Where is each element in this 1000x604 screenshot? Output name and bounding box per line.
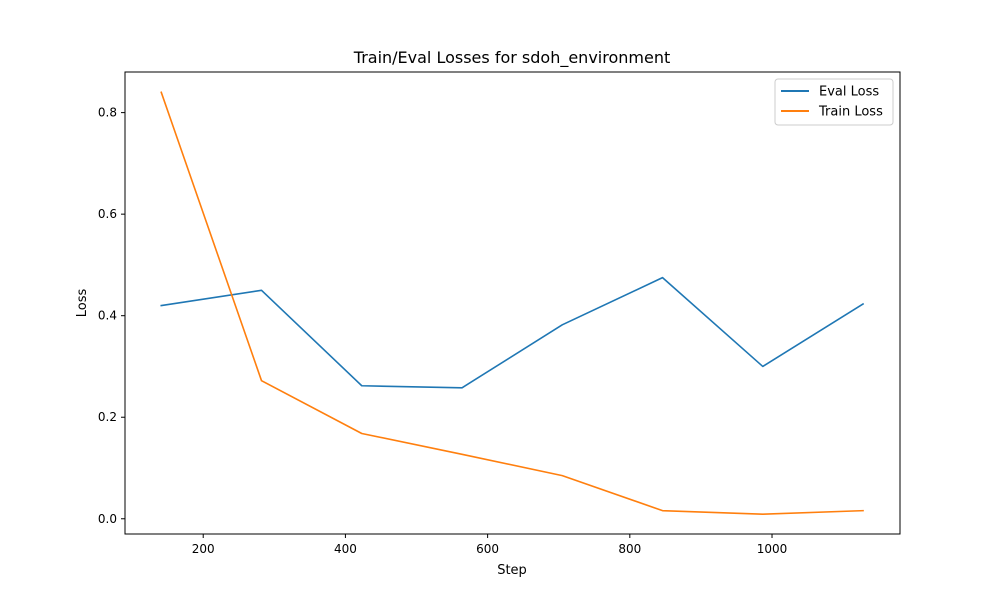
series-line-train-loss bbox=[160, 91, 864, 516]
legend-label-train-loss: Train Loss bbox=[818, 105, 883, 120]
legend-label-eval-loss: Eval Loss bbox=[819, 85, 879, 100]
y-tick-label: 0.0 bbox=[98, 512, 117, 526]
x-tick-label: 400 bbox=[334, 542, 357, 556]
y-tick-label: 0.8 bbox=[98, 106, 117, 120]
x-tick-label: 200 bbox=[192, 542, 215, 556]
y-tick-label: 0.6 bbox=[98, 207, 117, 221]
x-axis-label: Step bbox=[497, 563, 527, 578]
plot-area-frame bbox=[124, 71, 901, 535]
chart-title: Train/Eval Losses for sdoh_environment bbox=[353, 48, 670, 68]
x-axis-ticks: 200 400 600 800 1000 bbox=[192, 534, 788, 556]
y-tick-label: 0.4 bbox=[98, 309, 117, 323]
y-axis-ticks: 0.0 0.2 0.4 0.6 0.8 bbox=[98, 106, 125, 526]
y-axis-label: Loss bbox=[75, 289, 90, 318]
legend: Eval Loss Train Loss bbox=[774, 78, 894, 126]
y-tick-label: 0.2 bbox=[98, 410, 117, 424]
x-tick-label: 800 bbox=[618, 542, 641, 556]
x-tick-label: 1000 bbox=[757, 542, 788, 556]
series-line-eval-loss bbox=[160, 276, 865, 389]
x-tick-label: 600 bbox=[476, 542, 499, 556]
series-layer bbox=[160, 91, 865, 516]
